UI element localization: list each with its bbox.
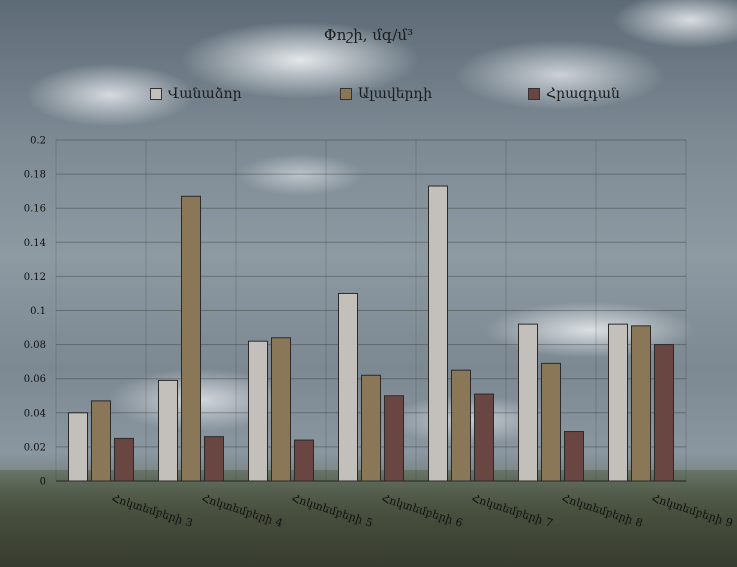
legend-swatch-vanadzor <box>150 88 162 100</box>
legend-swatch-hrazdan <box>528 88 540 100</box>
bar-hrazdan <box>204 436 224 482</box>
y-tick-label: 0 <box>40 477 46 488</box>
bar-alaverdi <box>451 369 471 482</box>
x-tick-label: Հոկտեմբերի 6 <box>380 491 464 529</box>
bar-hrazdan <box>474 393 494 482</box>
bar-vanadzor <box>158 379 178 482</box>
chart-title: Փոշի, մգ/մ³ <box>323 26 414 44</box>
legend-item-alaverdi: Ալավերդի <box>340 86 432 102</box>
y-tick-label: 0.08 <box>24 340 46 351</box>
y-tick-label: 0.18 <box>24 170 46 181</box>
bar-alaverdi <box>631 325 651 482</box>
y-tick-label: 0.04 <box>24 408 46 419</box>
bar-vanadzor <box>518 323 538 482</box>
y-tick-label: 0.2 <box>30 136 46 147</box>
legend-label-hrazdan: Հրազդան <box>546 86 620 102</box>
legend-item-hrazdan: Հրազդան <box>528 86 620 102</box>
bar-alaverdi <box>541 362 561 482</box>
bar-vanadzor <box>338 292 358 482</box>
y-tick-label: 0.1 <box>30 306 46 317</box>
landscape-ground <box>0 470 737 567</box>
bar-vanadzor <box>248 340 268 482</box>
x-tick-label: Հոկտեմբերի 3 <box>110 491 194 529</box>
y-tick-label: 0.16 <box>24 204 46 215</box>
y-tick-label: 0.02 <box>24 442 46 453</box>
bar-hrazdan <box>654 344 674 482</box>
legend-label-vanadzor: Վանաձոր <box>168 86 242 102</box>
y-tick-label: 0.12 <box>24 272 46 283</box>
x-tick-label: Հոկտեմբերի 4 <box>200 491 284 529</box>
x-tick-label: Հոկտեմբերի 5 <box>290 491 374 529</box>
bar-hrazdan <box>384 395 404 482</box>
legend-swatch-alaverdi <box>340 88 352 100</box>
bar-vanadzor <box>68 412 88 482</box>
x-tick-label: Հոկտեմբերի 8 <box>560 491 644 529</box>
legend-item-vanadzor: Վանաձոր <box>150 86 242 102</box>
bar-alaverdi <box>91 400 111 482</box>
bar-alaverdi <box>361 374 381 482</box>
bar-hrazdan <box>294 439 314 482</box>
y-tick-label: 0.06 <box>24 374 46 385</box>
y-tick-label: 0.14 <box>24 238 46 249</box>
bar-hrazdan <box>564 431 584 482</box>
bar-hrazdan <box>114 437 134 482</box>
legend-label-alaverdi: Ալավերդի <box>358 86 433 102</box>
bar-vanadzor <box>608 323 628 482</box>
x-tick-label: Հոկտեմբերի 7 <box>470 491 554 529</box>
bar-alaverdi <box>271 337 291 482</box>
bar-alaverdi <box>181 195 201 482</box>
x-tick-label: Հոկտեմբերի 9 <box>650 491 734 529</box>
bar-vanadzor <box>428 185 448 482</box>
